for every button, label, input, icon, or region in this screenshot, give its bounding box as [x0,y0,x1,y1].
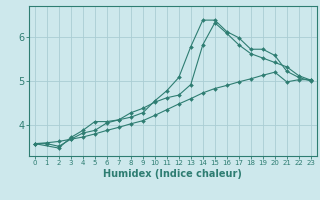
X-axis label: Humidex (Indice chaleur): Humidex (Indice chaleur) [103,169,242,179]
